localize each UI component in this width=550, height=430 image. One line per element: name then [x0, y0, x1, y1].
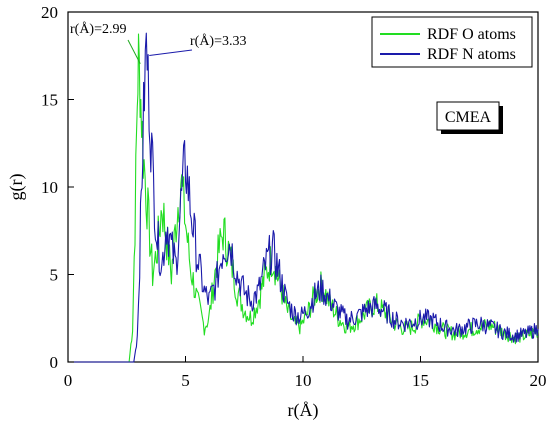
series-layer — [68, 32, 539, 363]
x-tick-label: 15 — [412, 371, 429, 390]
legend-label-n-atoms: RDF N atoms — [427, 46, 516, 63]
y-tick-label: 15 — [41, 91, 58, 110]
y-tick-label: 10 — [41, 178, 58, 197]
legend-box — [371, 16, 533, 68]
annotation-n-peak: r(Å)=3.33 — [190, 33, 247, 49]
x-axis-label: r(Å) — [288, 400, 319, 421]
y-axis-label: g(r) — [6, 174, 27, 201]
legend-label-o-atoms: RDF O atoms — [427, 26, 516, 43]
label-box-text: CMEA — [445, 109, 492, 126]
annotation-o-peak: r(Å)=2.99 — [70, 21, 127, 37]
y-tick-label: 20 — [41, 3, 58, 22]
x-tick-label: 5 — [181, 371, 190, 390]
x-tick-label: 20 — [530, 371, 547, 390]
y-tick-label: 0 — [50, 353, 59, 372]
x-tick-label: 0 — [64, 371, 73, 390]
x-tick-label: 10 — [295, 371, 312, 390]
annotation-layer: r(Å)=2.99 r(Å)=3.33 — [70, 21, 247, 64]
label-box-frame — [436, 101, 500, 131]
annotation-arrow-n-peak — [149, 49, 193, 56]
cmea-label-box: CMEA — [436, 101, 503, 134]
legend: RDF O atoms RDF N atoms — [371, 16, 533, 68]
y-tick-label: 5 — [50, 266, 59, 285]
tick-layer: 0 5 10 15 20 0 5 10 15 20 — [41, 3, 547, 390]
series-line-n-atoms — [68, 32, 539, 363]
annotation-arrow-o-peak — [127, 39, 141, 64]
